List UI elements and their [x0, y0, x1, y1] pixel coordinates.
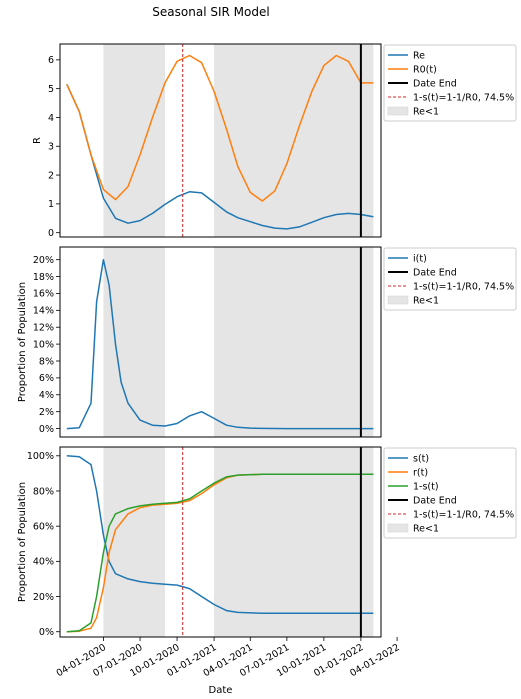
legend-label: R0(t) — [413, 64, 437, 75]
legend: Re R0(t) Date End 1-s(t)=1-1/R0, 74.5% Re<1 — [383, 44, 517, 122]
chart-panel-1: 0 1 2 3 4 5 6 R Re R0(t) Date End 1-s(t)=1-1/R0, 74… — [32, 43, 517, 239]
shaded-region-re-below-1 — [214, 447, 374, 637]
y-tick-label: 6% — [39, 373, 54, 384]
y-axis-label: R — [32, 137, 43, 144]
y-tick-label: 20% — [33, 255, 54, 266]
y-tick-label: 4% — [39, 390, 54, 401]
y-axis-label: Proportion of Population — [17, 282, 28, 402]
x-axis-label: Date — [209, 685, 233, 696]
legend-box — [383, 44, 517, 122]
legend-item: 1-s(t)=1-1/R0, 74.5% — [388, 509, 514, 520]
shaded-region-re-below-1 — [103, 44, 165, 237]
y-tick-label: 3 — [48, 142, 54, 153]
legend-swatch — [387, 106, 409, 116]
legend-item: 1-s(t)=1-1/R0, 74.5% — [388, 281, 514, 292]
axes-frame — [59, 43, 382, 238]
legend-box — [383, 247, 517, 311]
series-line-re — [66, 83, 374, 230]
legend-item: Re<1 — [387, 523, 439, 534]
legend-item: Re<1 — [387, 106, 439, 117]
legend: i(t) Date End 1-s(t)=1-1/R0, 74.5% Re<1 — [383, 247, 517, 311]
legend-label: Re<1 — [413, 106, 439, 117]
legend-item: i(t) — [388, 253, 427, 264]
y-tick-label: 20% — [33, 592, 54, 603]
legend: s(t) r(t) 1-s(t) Date End 1-s(t)=1-1/R0, 74.… — [383, 447, 517, 539]
y-tick-label: 0% — [39, 424, 54, 435]
y-tick-label: 10% — [33, 339, 54, 350]
legend-item: Date End — [388, 495, 457, 506]
legend-label: 1-s(t) — [413, 481, 439, 492]
legend-item: Re — [388, 50, 425, 61]
legend-label: Re<1 — [413, 295, 439, 306]
series-line-1-s-t- — [66, 473, 374, 633]
legend-item: Date End — [388, 78, 457, 89]
legend-label: r(t) — [413, 467, 428, 478]
legend-label: Date End — [413, 495, 457, 506]
legend-label: Date End — [413, 78, 457, 89]
legend-item: Re<1 — [387, 295, 439, 306]
y-tick-label: 40% — [33, 557, 54, 568]
chart-panel-2: 0% 2% 4% 6% 8% 10% 12% 14% 16% 18% 20% Proportion o… — [17, 246, 517, 438]
y-tick-label: 0 — [48, 228, 54, 239]
y-tick-label: 18% — [33, 272, 54, 283]
y-tick-label: 100% — [27, 451, 54, 462]
axes-frame — [59, 446, 382, 638]
y-tick-label: 12% — [33, 323, 54, 334]
axes-frame — [59, 246, 382, 438]
legend-item: s(t) — [388, 453, 429, 464]
legend-label: i(t) — [413, 253, 427, 264]
legend-box — [383, 447, 517, 539]
y-tick-label: 8% — [39, 356, 54, 367]
y-tick-label: 16% — [33, 289, 54, 300]
legend-item: r(t) — [388, 467, 428, 478]
shaded-region-re-below-1 — [214, 247, 374, 437]
legend-item: Date End — [388, 267, 457, 278]
shaded-region-re-below-1 — [214, 44, 374, 237]
legend-label: Re<1 — [413, 523, 439, 534]
y-tick-label: 2 — [48, 170, 54, 181]
legend-swatch — [387, 523, 409, 533]
shaded-region-re-below-1 — [103, 447, 165, 637]
y-tick-label: 60% — [33, 521, 54, 532]
shaded-region-re-below-1 — [103, 247, 165, 437]
series-line-s-t- — [66, 455, 374, 615]
series-line-i-t- — [66, 258, 374, 430]
series-line-r0-t- — [66, 54, 374, 202]
chart-panel-3: 0% 20% 40% 60% 80% 100% Proportion of Populati… — [17, 446, 517, 696]
legend-label: 1-s(t)=1-1/R0, 74.5% — [413, 509, 514, 520]
legend-item: 1-s(t)=1-1/R0, 74.5% — [388, 92, 514, 103]
y-tick-label: 5 — [48, 84, 54, 95]
y-tick-label: 14% — [33, 306, 54, 317]
y-axis-label: Proportion of Population — [17, 482, 28, 602]
figure-title: Seasonal SIR Model — [152, 5, 269, 19]
legend-label: Re — [413, 50, 425, 61]
y-tick-label: 0% — [39, 627, 54, 638]
legend-label: Date End — [413, 267, 457, 278]
y-tick-label: 2% — [39, 407, 54, 418]
legend-item: R0(t) — [388, 64, 437, 75]
y-tick-label: 1 — [48, 199, 54, 210]
legend-swatch — [387, 295, 409, 305]
legend-item: 1-s(t) — [388, 481, 439, 492]
legend-label: s(t) — [413, 453, 429, 464]
y-tick-label: 80% — [33, 486, 54, 497]
legend-label: 1-s(t)=1-1/R0, 74.5% — [413, 92, 514, 103]
y-tick-label: 4 — [48, 113, 54, 124]
y-tick-label: 6 — [48, 55, 54, 66]
legend-label: 1-s(t)=1-1/R0, 74.5% — [413, 281, 514, 292]
